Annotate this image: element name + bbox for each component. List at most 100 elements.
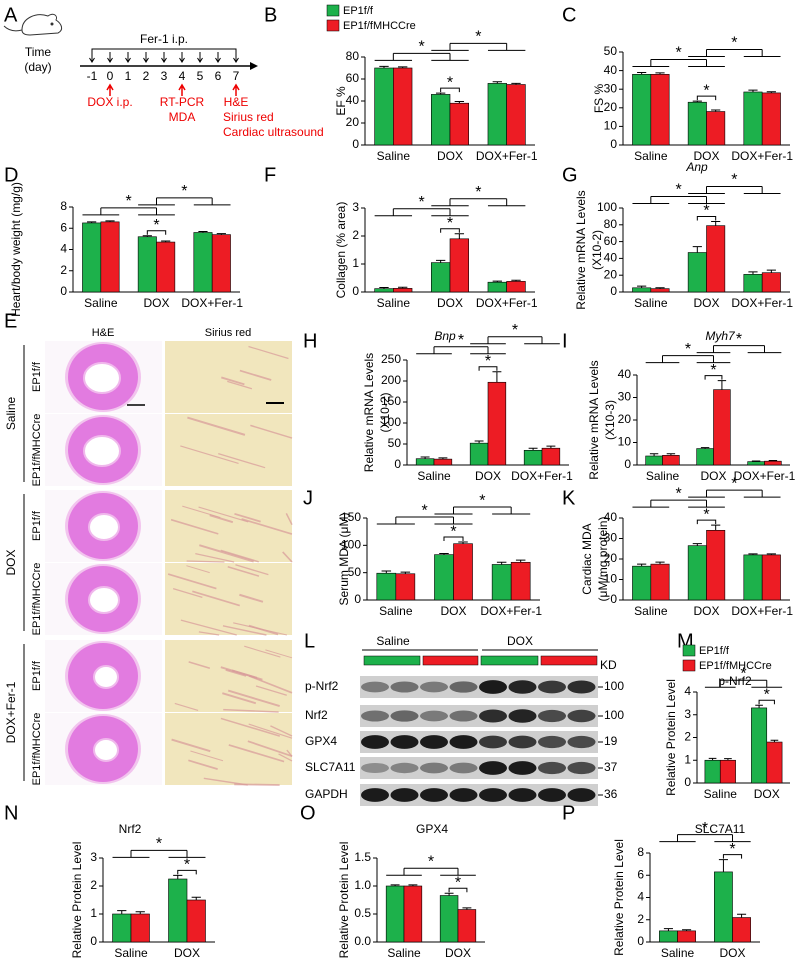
fiber [218,453,266,469]
row-label: EP1f/fMHCCre [31,563,43,636]
bar [376,572,397,601]
error-bar [105,220,115,222]
y-tick-label: 0 [60,284,67,298]
blot-band [449,788,478,802]
y-tick-label: 20 [604,100,618,114]
significance-label: * [736,331,742,348]
bar [439,895,459,943]
fiber [278,753,293,762]
y-tick-label: 10 [604,572,618,586]
fiber [227,689,280,707]
bar [704,759,721,784]
blot-label: GPX4 [305,734,337,748]
x-tick-label: DOX [693,296,719,310]
error-bar [454,233,465,239]
fiber [227,566,260,577]
bar [706,225,726,293]
significance-label: * [479,492,485,509]
bar [374,288,394,293]
bar [706,111,726,146]
error-bar [748,89,758,92]
bar [487,281,507,293]
legend-label: EP1f/f [699,645,730,657]
x-tick-label: DOX+Fer-1 [731,296,793,310]
error-bar [438,457,448,460]
row-label: EP1f/fMHCCre [31,713,43,786]
y-tick-label: 8 [60,199,67,213]
bar [743,274,763,293]
blot-band [479,680,507,694]
blot-band [567,680,596,694]
significance-bracket [478,366,498,371]
bar [743,554,763,601]
blot-band [420,681,448,693]
treatment-label: Fer-1 i.p. [140,32,188,46]
kd-value: 19 [604,734,618,748]
bar [453,543,473,601]
event-label: Cardiac ultrasound [223,125,324,139]
axis-arrow [250,62,258,70]
y-tick-label: 100 [597,200,617,214]
panel-label: F [264,164,276,186]
x-tick-label: DOX [143,296,169,310]
significance-bracket [434,517,473,525]
panel-label: D [4,164,18,186]
x-tick-label: DOX [475,469,501,483]
y-axis-label: Relative Protein Level [70,842,84,959]
legend-label: EP1f/fMHCCre [343,20,416,32]
significance-bracket [492,507,531,515]
error-bar [496,561,507,565]
x-tick-label: DOX+Fer-1 [181,296,243,310]
kd-value: 100 [604,679,624,693]
significance-bracket [714,834,751,843]
column-header: Sirius red [205,327,251,339]
bar [719,759,736,784]
error-bar [142,235,152,237]
row-label: EP1f/f [31,660,43,691]
blot-band [390,710,419,722]
bar [677,930,696,943]
y-tick-label: 1 [90,906,97,920]
y-axis-label: Heart/body weight (mg/g) [9,182,23,317]
blot-band [508,761,537,775]
significance-label: * [731,35,737,52]
error-bar [135,911,145,914]
x-tick-label: Saline [84,296,118,310]
bar [687,101,707,146]
chart-title: SLC7A11 [695,822,746,836]
fiber [198,506,249,523]
x-tick-label: Saline [704,787,738,801]
injection-arrow [215,52,221,63]
bar [732,917,751,943]
heart-cavity [93,738,119,762]
significance-label: * [419,194,425,211]
error-bar [458,541,468,544]
y-tick-label: 2 [60,263,67,277]
genotype-bar [422,655,479,666]
panel-label: O [300,802,316,824]
fiber [221,376,245,386]
error-bar [492,371,502,383]
bar [449,102,470,146]
treatment-bracket [91,48,237,54]
bar [193,232,213,293]
fiber [172,587,203,598]
x-tick-label: Saline [114,946,148,960]
bar [469,442,489,466]
significance-bracket [168,850,206,858]
bar [764,460,782,466]
y-tick-label: 30 [604,81,618,95]
fiber [227,380,253,390]
significance-bracket [440,868,476,876]
significance-bracket [688,59,725,67]
y-tick-label: 50 [604,44,618,58]
error-bar [748,553,758,555]
significance-label: * [447,74,453,91]
significance-bracket [431,43,469,51]
y-tick-label: 50 [348,565,362,579]
y-tick-label: 1.5 [354,850,371,864]
fiber [180,445,239,465]
error-bar [379,65,389,68]
genotype-bar [363,655,421,666]
day-label: 0 [107,69,114,83]
